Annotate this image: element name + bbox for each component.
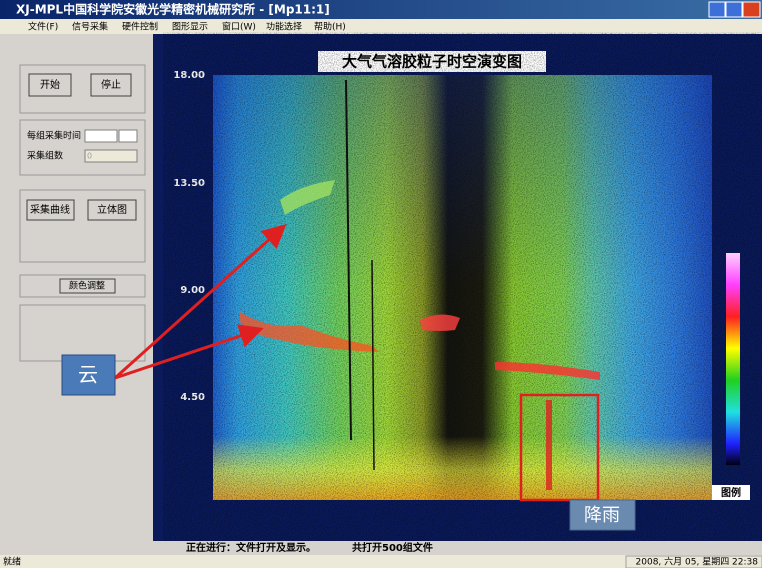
y-label: 9.00 xyxy=(180,285,205,296)
menu-item[interactable]: 窗口(W) xyxy=(222,21,256,33)
start-button[interactable]: 开始 xyxy=(29,74,71,96)
y-label: 4.50 xyxy=(180,392,205,403)
time-input[interactable] xyxy=(85,130,117,142)
start-label: 开始 xyxy=(40,78,60,91)
screen: XJ-MPL中国科学院安徽光学精密机械研究所 - [Mp11:1] 文件(F) 信… xyxy=(0,0,762,568)
menu-item[interactable]: 帮助(H) xyxy=(314,21,346,33)
left-panel xyxy=(0,34,153,555)
progress-status: 正在进行：文件打开及显示。 xyxy=(186,541,316,554)
menu-item[interactable]: 文件(F) xyxy=(28,21,58,33)
stereo-label: 立体图 xyxy=(97,203,127,216)
y-label: 18.00 xyxy=(173,70,205,81)
close[interactable] xyxy=(743,2,760,17)
menu-item[interactable]: 硬件控制 xyxy=(122,21,158,33)
stereo-button[interactable]: 立体图 xyxy=(88,200,136,220)
minimize[interactable] xyxy=(709,2,725,17)
progress-files: 共打开500组文件 xyxy=(352,541,433,554)
heatmap xyxy=(213,75,712,500)
menu-item[interactable]: 功能选择 xyxy=(266,21,302,33)
status-ready: 就绪 xyxy=(3,556,21,568)
cloud-label: 云 xyxy=(78,363,98,387)
stop-label: 停止 xyxy=(101,78,121,91)
menu-item[interactable]: 信号采集 xyxy=(72,21,108,33)
rain-label: 降雨 xyxy=(584,505,620,526)
menu-item[interactable]: 图形显示 xyxy=(172,21,208,33)
curve-button[interactable]: 采集曲线 xyxy=(27,200,74,220)
curve-label: 采集曲线 xyxy=(30,203,70,216)
count-value: 0 xyxy=(87,152,92,161)
time-input[interactable] xyxy=(119,130,137,142)
window-title: XJ-MPL中国科学院安徽光学精密机械研究所 - [Mp11:1] xyxy=(16,2,330,17)
colorbar xyxy=(726,253,740,465)
color-button[interactable]: 颜色调整 xyxy=(60,279,115,293)
plot-title: 大气气溶胶粒子时空演变图 xyxy=(342,53,522,71)
page: XJ-MPL中国科学院安徽光学精密机械研究所 - [Mp11:1] 文件(F) 信… xyxy=(0,0,762,568)
stop-button[interactable]: 停止 xyxy=(91,74,131,96)
status-datetime: 2008, 六月 05, 星期四 22:38 xyxy=(636,556,759,568)
color-label: 颜色调整 xyxy=(69,280,105,292)
legend-label: 图例 xyxy=(721,486,741,499)
menu-bar xyxy=(0,19,762,34)
maximize[interactable] xyxy=(726,2,742,17)
y-label: 13.50 xyxy=(173,178,205,189)
time-label: 每组采集时间 xyxy=(27,130,81,142)
count-input[interactable] xyxy=(85,150,137,162)
count-label: 采集组数 xyxy=(27,150,63,162)
